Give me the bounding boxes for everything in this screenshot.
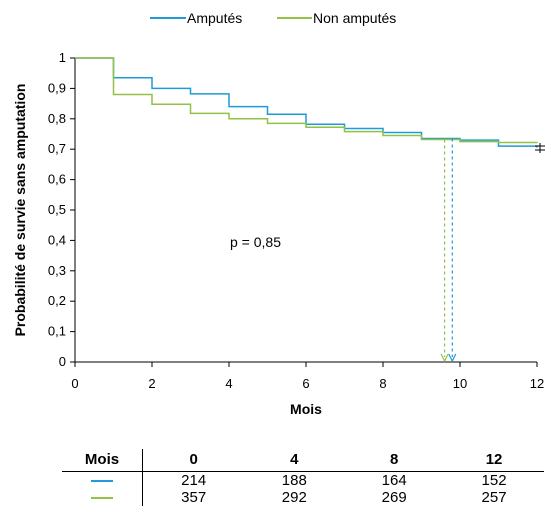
y-ticks: 0 0,1 0,2 0,3 0,4 0,5 0,6 0,7 0,8 0,9 1 bbox=[48, 50, 75, 369]
risk-row-swatch bbox=[62, 471, 143, 489]
risk-table-col-header: 4 bbox=[244, 449, 345, 472]
x-tick-label: 6 bbox=[302, 376, 309, 391]
y-tick-label: 0,1 bbox=[48, 324, 66, 339]
risk-table-col-header: 0 bbox=[142, 449, 245, 472]
x-ticks: 0 2 4 6 8 10 12 bbox=[71, 362, 544, 391]
axes bbox=[74, 58, 537, 363]
risk-cell: 152 bbox=[481, 472, 507, 489]
risk-cell: 214 bbox=[181, 472, 207, 489]
median-arrow-1 bbox=[440, 353, 449, 363]
y-tick-label: 0,4 bbox=[48, 232, 66, 247]
median-arrow-0 bbox=[448, 353, 457, 363]
y-axis-title: Probabilité de survie sans amputation bbox=[12, 84, 28, 337]
risk-cell: 164 bbox=[381, 472, 407, 489]
risk-table-col-header: 8 bbox=[344, 449, 445, 472]
p-value-annotation: p = 0,85 bbox=[230, 234, 281, 250]
x-tick-label: 4 bbox=[225, 376, 232, 391]
x-tick-label: 0 bbox=[71, 376, 78, 391]
legend-label-non-amputes: Non amputés bbox=[313, 10, 396, 26]
x-tick-label: 12 bbox=[530, 376, 544, 391]
risk-table-header-label: Mois bbox=[62, 449, 143, 472]
risk-table-row-amputes: 214 188 164 152 bbox=[62, 471, 544, 489]
risk-cell: 257 bbox=[481, 489, 507, 506]
number-at-risk-table: Mois 0 4 8 12 214 188 164 152 357 292 26… bbox=[62, 449, 544, 506]
risk-cell: 292 bbox=[281, 489, 307, 506]
y-tick-label: 0,7 bbox=[48, 141, 66, 156]
legend-label-amputes: Amputés bbox=[187, 10, 242, 26]
x-tick-label: 2 bbox=[148, 376, 155, 391]
x-tick-label: 10 bbox=[453, 376, 467, 391]
y-tick-label: 0,5 bbox=[48, 202, 66, 217]
y-tick-label: 0,6 bbox=[48, 172, 66, 187]
median-markers bbox=[440, 138, 457, 363]
risk-table-header-row: Mois 0 4 8 12 bbox=[62, 449, 544, 472]
survival-chart: Amputés Non amputés 00,10,20,30,40,50,60… bbox=[12, 10, 545, 417]
series-layer bbox=[75, 57, 538, 148]
legend: Amputés Non amputés bbox=[150, 10, 396, 26]
x-tick-label: 8 bbox=[379, 376, 386, 391]
y-tick-label: 0,2 bbox=[48, 293, 66, 308]
y-tick-label: 0 bbox=[59, 354, 66, 369]
risk-cell: 269 bbox=[381, 489, 407, 506]
risk-cell: 188 bbox=[281, 472, 307, 489]
y-tick-label: 1 bbox=[59, 50, 66, 65]
risk-table-row-non-amputes: 357 292 269 257 bbox=[62, 489, 544, 506]
x-axis-title: Mois bbox=[290, 401, 322, 417]
y-tick-label: 0,3 bbox=[48, 263, 66, 278]
series-line-0 bbox=[75, 57, 538, 148]
risk-row-swatch bbox=[62, 489, 143, 506]
censor-mark bbox=[535, 143, 545, 153]
y-tick-label: 0,9 bbox=[48, 80, 66, 95]
series-line-1 bbox=[75, 57, 538, 144]
y-tick-label: 0,8 bbox=[48, 111, 66, 126]
risk-cell: 357 bbox=[181, 489, 207, 506]
risk-table-col-header: 12 bbox=[444, 449, 544, 472]
